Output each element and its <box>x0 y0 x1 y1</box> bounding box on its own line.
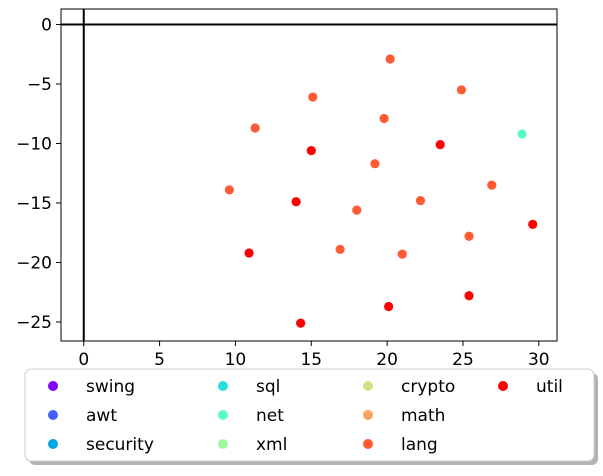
legend-marker <box>48 381 58 391</box>
legend-item-net: net <box>218 406 284 426</box>
data-point-util <box>291 197 301 207</box>
data-point-lang <box>456 85 467 95</box>
plot-background <box>61 9 557 341</box>
data-point-util <box>244 248 254 258</box>
legend-label: security <box>86 435 154 455</box>
data-point-util <box>384 301 394 312</box>
data-point-lang <box>352 205 362 215</box>
data-point-lang <box>385 54 395 64</box>
legend-marker <box>218 439 228 449</box>
axes-frame <box>60 8 558 342</box>
x-tick-label: 5 <box>154 350 165 370</box>
legend-marker <box>363 410 373 420</box>
data-point-lang <box>397 249 407 259</box>
data-point-lang <box>308 92 318 102</box>
legend-item-security: security <box>48 435 154 455</box>
legend-label: net <box>256 406 284 426</box>
x-tick-label: 0 <box>78 350 89 370</box>
data-point-util <box>296 318 306 328</box>
legend-label: math <box>401 406 445 426</box>
data-point-lang <box>335 244 345 254</box>
y-tick-label: −5 <box>27 75 52 95</box>
legend-marker <box>48 410 58 420</box>
x-tick-label: 25 <box>452 350 474 370</box>
legend-item-crypto: crypto <box>363 377 455 397</box>
data-point-lang <box>464 231 474 241</box>
legend-item-swing: swing <box>48 377 135 397</box>
plot-area <box>61 9 557 341</box>
legend-item-util: util <box>498 377 563 397</box>
legend-marker <box>498 381 508 391</box>
legend-marker <box>218 381 228 391</box>
legend-label: awt <box>86 406 117 426</box>
data-point-util <box>464 291 474 301</box>
legend-label: lang <box>401 435 438 455</box>
x-tick-label: 30 <box>528 350 550 370</box>
legend-marker <box>363 439 373 449</box>
data-point-lang <box>250 123 260 133</box>
x-axis-ticks: 0 5 10 15 20 25 30 <box>78 341 550 370</box>
legend-marker <box>218 410 228 420</box>
legend-marker <box>363 381 373 391</box>
data-point-net <box>517 129 527 139</box>
legend-item-xml: xml <box>218 435 287 455</box>
legend-label: util <box>536 377 563 397</box>
data-points <box>224 54 538 328</box>
legend-box <box>24 368 595 462</box>
y-axis-ticks: 0 −5 −10 −15 −20 −25 <box>16 15 61 333</box>
legend-marker <box>48 439 58 449</box>
y-tick-label: −10 <box>16 134 52 154</box>
reference-lines <box>61 9 557 341</box>
x-tick-label: 15 <box>300 350 322 370</box>
x-tick-label: 10 <box>225 350 247 370</box>
legend-label: crypto <box>401 377 455 397</box>
data-point-util <box>435 140 445 150</box>
data-point-lang <box>379 113 389 124</box>
data-point-util <box>306 146 316 156</box>
legend-item-sql: sql <box>218 377 280 397</box>
data-point-lang <box>224 185 234 195</box>
data-point-lang <box>370 159 380 169</box>
y-tick-label: −20 <box>16 253 52 273</box>
data-point-util <box>528 219 538 229</box>
legend-item-awt: awt <box>48 406 117 426</box>
legend-label: swing <box>86 377 135 397</box>
y-tick-label: −15 <box>16 194 52 214</box>
legend-item-math: math <box>363 406 445 426</box>
data-point-lang <box>415 195 426 206</box>
legend: swing awt security sql net xml crypto math lang u… <box>24 368 598 465</box>
legend-label: xml <box>256 435 287 455</box>
legend-item-lang: lang <box>363 435 438 455</box>
x-tick-label: 20 <box>376 350 398 370</box>
y-tick-label: 0 <box>41 15 52 35</box>
y-tick-label: −25 <box>16 313 52 333</box>
axes-border <box>60 8 558 342</box>
legend-label: sql <box>256 377 280 397</box>
data-point-lang <box>487 180 497 190</box>
